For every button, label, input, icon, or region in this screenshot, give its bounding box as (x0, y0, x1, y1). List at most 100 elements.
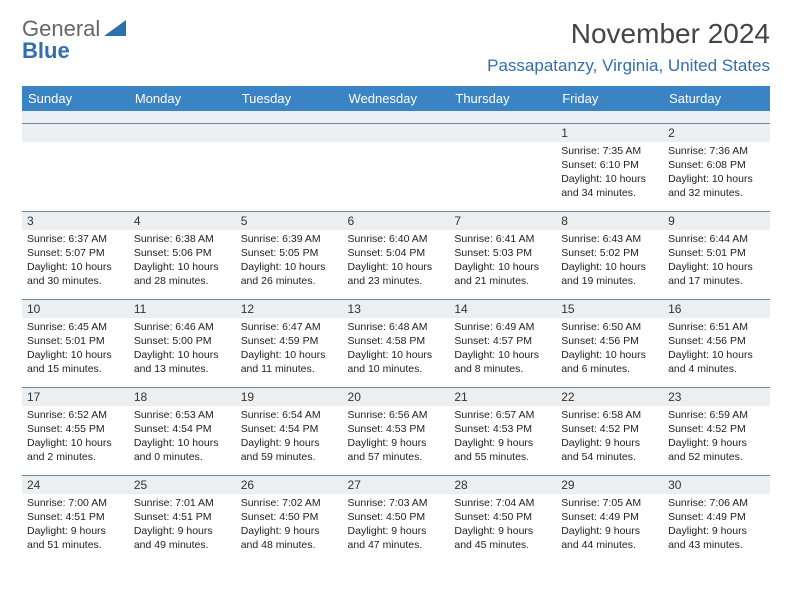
day-number: 22 (556, 388, 663, 406)
calendar-day-cell: 1Sunrise: 7:35 AMSunset: 6:10 PMDaylight… (556, 123, 663, 211)
day-details: Sunrise: 6:52 AMSunset: 4:55 PMDaylight:… (22, 406, 129, 469)
calendar-day-cell: 17Sunrise: 6:52 AMSunset: 4:55 PMDayligh… (22, 387, 129, 475)
day-number: 26 (236, 476, 343, 494)
calendar-day-cell: 13Sunrise: 6:48 AMSunset: 4:58 PMDayligh… (343, 299, 450, 387)
calendar-day-cell: 29Sunrise: 7:05 AMSunset: 4:49 PMDayligh… (556, 475, 663, 563)
calendar-day-cell: 15Sunrise: 6:50 AMSunset: 4:56 PMDayligh… (556, 299, 663, 387)
day-number: 7 (449, 212, 556, 230)
weekday-header: Thursday (449, 86, 556, 111)
day-details: Sunrise: 6:54 AMSunset: 4:54 PMDaylight:… (236, 406, 343, 469)
day-number: 8 (556, 212, 663, 230)
brand-line2: Blue (22, 40, 126, 62)
empty-day (343, 124, 450, 142)
calendar-day-cell: 18Sunrise: 6:53 AMSunset: 4:54 PMDayligh… (129, 387, 236, 475)
weekday-header: Tuesday (236, 86, 343, 111)
day-number: 3 (22, 212, 129, 230)
day-details: Sunrise: 6:58 AMSunset: 4:52 PMDaylight:… (556, 406, 663, 469)
calendar-day-cell: 3Sunrise: 6:37 AMSunset: 5:07 PMDaylight… (22, 211, 129, 299)
calendar-week-row: 10Sunrise: 6:45 AMSunset: 5:01 PMDayligh… (22, 299, 770, 387)
day-number: 21 (449, 388, 556, 406)
calendar-day-cell: 20Sunrise: 6:56 AMSunset: 4:53 PMDayligh… (343, 387, 450, 475)
day-details: Sunrise: 6:37 AMSunset: 5:07 PMDaylight:… (22, 230, 129, 293)
day-details: Sunrise: 6:47 AMSunset: 4:59 PMDaylight:… (236, 318, 343, 381)
calendar-day-cell: 26Sunrise: 7:02 AMSunset: 4:50 PMDayligh… (236, 475, 343, 563)
day-details: Sunrise: 6:44 AMSunset: 5:01 PMDaylight:… (663, 230, 770, 293)
day-number: 27 (343, 476, 450, 494)
day-number: 10 (22, 300, 129, 318)
day-details: Sunrise: 7:03 AMSunset: 4:50 PMDaylight:… (343, 494, 450, 557)
day-number: 15 (556, 300, 663, 318)
day-details: Sunrise: 6:48 AMSunset: 4:58 PMDaylight:… (343, 318, 450, 381)
day-details: Sunrise: 6:53 AMSunset: 4:54 PMDaylight:… (129, 406, 236, 469)
calendar-day-cell: 12Sunrise: 6:47 AMSunset: 4:59 PMDayligh… (236, 299, 343, 387)
calendar-day-cell: 28Sunrise: 7:04 AMSunset: 4:50 PMDayligh… (449, 475, 556, 563)
weekday-header: Saturday (663, 86, 770, 111)
empty-day (236, 124, 343, 142)
day-number: 17 (22, 388, 129, 406)
weekday-header: Friday (556, 86, 663, 111)
day-number: 19 (236, 388, 343, 406)
day-details: Sunrise: 7:02 AMSunset: 4:50 PMDaylight:… (236, 494, 343, 557)
day-details: Sunrise: 6:59 AMSunset: 4:52 PMDaylight:… (663, 406, 770, 469)
calendar-day-cell: 10Sunrise: 6:45 AMSunset: 5:01 PMDayligh… (22, 299, 129, 387)
day-number: 1 (556, 124, 663, 142)
day-number: 12 (236, 300, 343, 318)
calendar-day-cell (22, 123, 129, 211)
calendar-day-cell: 25Sunrise: 7:01 AMSunset: 4:51 PMDayligh… (129, 475, 236, 563)
day-number: 5 (236, 212, 343, 230)
day-details: Sunrise: 6:57 AMSunset: 4:53 PMDaylight:… (449, 406, 556, 469)
day-details: Sunrise: 6:43 AMSunset: 5:02 PMDaylight:… (556, 230, 663, 293)
day-details: Sunrise: 7:35 AMSunset: 6:10 PMDaylight:… (556, 142, 663, 205)
calendar-table: SundayMondayTuesdayWednesdayThursdayFrid… (22, 86, 770, 563)
day-number: 18 (129, 388, 236, 406)
day-number: 16 (663, 300, 770, 318)
weekday-header: Wednesday (343, 86, 450, 111)
calendar-day-cell: 8Sunrise: 6:43 AMSunset: 5:02 PMDaylight… (556, 211, 663, 299)
day-details: Sunrise: 6:51 AMSunset: 4:56 PMDaylight:… (663, 318, 770, 381)
calendar-week-row: 17Sunrise: 6:52 AMSunset: 4:55 PMDayligh… (22, 387, 770, 475)
weekday-header: Monday (129, 86, 236, 111)
calendar-day-cell: 16Sunrise: 6:51 AMSunset: 4:56 PMDayligh… (663, 299, 770, 387)
brand-line1: General (22, 18, 100, 40)
day-details: Sunrise: 7:06 AMSunset: 4:49 PMDaylight:… (663, 494, 770, 557)
calendar-day-cell: 7Sunrise: 6:41 AMSunset: 5:03 PMDaylight… (449, 211, 556, 299)
day-number: 6 (343, 212, 450, 230)
day-details: Sunrise: 7:05 AMSunset: 4:49 PMDaylight:… (556, 494, 663, 557)
day-number: 13 (343, 300, 450, 318)
day-number: 30 (663, 476, 770, 494)
day-details: Sunrise: 6:46 AMSunset: 5:00 PMDaylight:… (129, 318, 236, 381)
day-number: 4 (129, 212, 236, 230)
calendar-day-cell (129, 123, 236, 211)
day-details: Sunrise: 6:39 AMSunset: 5:05 PMDaylight:… (236, 230, 343, 293)
calendar-day-cell: 21Sunrise: 6:57 AMSunset: 4:53 PMDayligh… (449, 387, 556, 475)
weekday-header: Sunday (22, 86, 129, 111)
calendar-day-cell: 2Sunrise: 7:36 AMSunset: 6:08 PMDaylight… (663, 123, 770, 211)
location: Passapatanzy, Virginia, United States (487, 56, 770, 76)
calendar-week-row: 3Sunrise: 6:37 AMSunset: 5:07 PMDaylight… (22, 211, 770, 299)
calendar-day-cell: 30Sunrise: 7:06 AMSunset: 4:49 PMDayligh… (663, 475, 770, 563)
empty-day (22, 124, 129, 142)
day-details: Sunrise: 7:00 AMSunset: 4:51 PMDaylight:… (22, 494, 129, 557)
calendar-day-cell: 23Sunrise: 6:59 AMSunset: 4:52 PMDayligh… (663, 387, 770, 475)
calendar-day-cell (449, 123, 556, 211)
calendar-day-cell (236, 123, 343, 211)
page-title: November 2024 (487, 18, 770, 50)
day-number: 20 (343, 388, 450, 406)
day-number: 14 (449, 300, 556, 318)
calendar-day-cell: 27Sunrise: 7:03 AMSunset: 4:50 PMDayligh… (343, 475, 450, 563)
day-details: Sunrise: 7:36 AMSunset: 6:08 PMDaylight:… (663, 142, 770, 205)
calendar-week-row: 24Sunrise: 7:00 AMSunset: 4:51 PMDayligh… (22, 475, 770, 563)
empty-day (129, 124, 236, 142)
brand-triangle-icon (104, 18, 126, 40)
day-details: Sunrise: 6:49 AMSunset: 4:57 PMDaylight:… (449, 318, 556, 381)
calendar-day-cell: 19Sunrise: 6:54 AMSunset: 4:54 PMDayligh… (236, 387, 343, 475)
day-details: Sunrise: 6:38 AMSunset: 5:06 PMDaylight:… (129, 230, 236, 293)
day-details: Sunrise: 7:04 AMSunset: 4:50 PMDaylight:… (449, 494, 556, 557)
day-details: Sunrise: 6:41 AMSunset: 5:03 PMDaylight:… (449, 230, 556, 293)
calendar-day-cell: 24Sunrise: 7:00 AMSunset: 4:51 PMDayligh… (22, 475, 129, 563)
day-number: 29 (556, 476, 663, 494)
day-number: 25 (129, 476, 236, 494)
calendar-day-cell: 14Sunrise: 6:49 AMSunset: 4:57 PMDayligh… (449, 299, 556, 387)
calendar-day-cell: 11Sunrise: 6:46 AMSunset: 5:00 PMDayligh… (129, 299, 236, 387)
calendar-day-cell: 6Sunrise: 6:40 AMSunset: 5:04 PMDaylight… (343, 211, 450, 299)
